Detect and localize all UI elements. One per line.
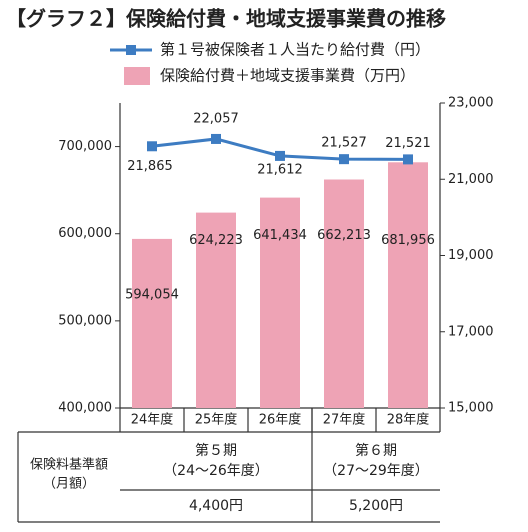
y2-tick-label: 19,000 — [448, 248, 494, 263]
bar-value-label: 594,054 — [125, 287, 179, 302]
bar — [324, 179, 364, 408]
y-tick-label: 700,000 — [58, 139, 112, 154]
period-range: （27〜29年度） — [323, 463, 429, 479]
line-value-label: 21,865 — [127, 159, 173, 174]
y2-tick-label: 15,000 — [448, 401, 494, 416]
y-tick-label: 500,000 — [58, 313, 112, 328]
y-tick-label: 600,000 — [58, 226, 112, 241]
bar-value-label: 641,434 — [253, 228, 307, 243]
bar-value-label: 662,213 — [317, 228, 371, 243]
x-tick-label: 26年度 — [259, 412, 302, 428]
x-tick-label: 24年度 — [131, 412, 174, 428]
chart-title: 【グラフ２】保険給付費・地域支援事業費の推移 — [6, 7, 446, 31]
bar — [260, 197, 300, 408]
legend-label: 第１号被保険者１人当たり給付費（円） — [160, 41, 430, 59]
period-label: 第６期 — [355, 442, 397, 459]
y2-tick-label: 17,000 — [448, 324, 494, 339]
table-row-header: （月額） — [43, 477, 95, 492]
line-point — [403, 154, 413, 165]
period-fee: 4,400円 — [189, 498, 243, 514]
y2-tick-label: 23,000 — [448, 96, 494, 111]
bar — [388, 162, 428, 408]
line-value-label: 22,057 — [193, 111, 239, 126]
line-point — [211, 133, 221, 144]
period-label: 第５期 — [195, 442, 237, 459]
bar-value-label: 681,956 — [381, 233, 435, 248]
bar — [196, 212, 236, 408]
y-tick-label: 400,000 — [58, 401, 112, 416]
x-tick-label: 25年度 — [195, 412, 238, 428]
period-range: （24〜26年度） — [163, 463, 269, 479]
line-value-label: 21,612 — [257, 162, 303, 177]
line-point — [147, 141, 157, 152]
period-fee: 5,200円 — [349, 498, 403, 514]
line-point — [339, 154, 349, 165]
line-value-label: 21,521 — [385, 136, 431, 151]
legend-marker — [126, 45, 136, 55]
legend-label: 保険給付費＋地域支援事業費（万円） — [160, 67, 415, 85]
line-point — [275, 150, 285, 161]
y2-tick-label: 21,000 — [448, 172, 494, 187]
bar-value-label: 624,223 — [189, 233, 243, 248]
line-value-label: 21,527 — [321, 136, 367, 151]
x-tick-label: 28年度 — [387, 412, 430, 428]
bar — [132, 238, 172, 408]
x-tick-label: 27年度 — [323, 412, 366, 428]
legend-marker — [124, 67, 150, 85]
table-row-header: 保険料基準額 — [30, 457, 108, 473]
